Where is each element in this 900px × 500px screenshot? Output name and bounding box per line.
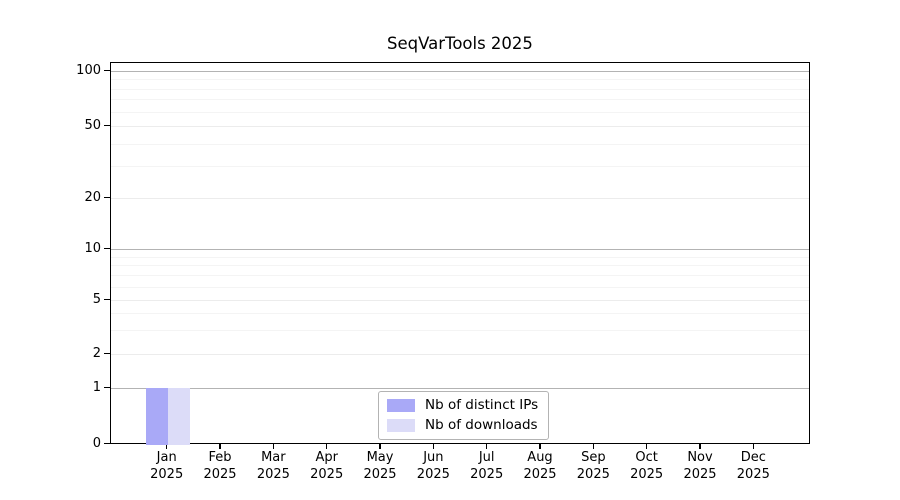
x-tick-mark	[752, 444, 755, 449]
x-tick-mark	[485, 444, 488, 449]
x-tick-year: 2025	[683, 466, 717, 482]
x-tick-label: Mar 2025	[241, 450, 305, 483]
x-tick-mark	[272, 444, 275, 449]
x-tick-month: Jun	[423, 450, 444, 465]
x-tick-mark	[645, 444, 648, 449]
minor-gridline	[111, 330, 809, 332]
y-tick-label: 0	[92, 435, 101, 451]
x-tick-mark	[432, 444, 435, 449]
legend-swatch-distinct-ips	[387, 398, 415, 412]
x-tick-year: 2025	[363, 466, 397, 482]
x-tick-month: Jul	[478, 450, 495, 465]
x-tick-label: Oct 2025	[615, 450, 679, 483]
y-tick-label: 20	[84, 189, 101, 205]
x-tick-mark	[165, 444, 168, 449]
y-tick-label: 10	[84, 240, 101, 256]
major-gridline	[111, 300, 809, 301]
y-tick-mark	[104, 352, 110, 354]
minor-gridline	[111, 143, 809, 145]
major-gridline	[111, 249, 809, 250]
x-tick-year: 2025	[150, 466, 184, 482]
x-tick-mark	[325, 444, 328, 449]
major-gridline	[111, 71, 809, 72]
y-tick-label: 1	[92, 379, 101, 395]
x-tick-year: 2025	[736, 466, 770, 482]
y-tick-label: 50	[84, 117, 101, 133]
y-tick-mark	[104, 442, 110, 444]
x-tick-month: Feb	[208, 450, 232, 465]
major-gridline	[111, 198, 809, 199]
chart-title: SeqVarTools 2025	[387, 34, 533, 53]
legend-label: Nb of distinct IPs	[425, 397, 539, 413]
x-tick-month: Mar	[261, 450, 286, 465]
minor-gridline	[111, 313, 809, 315]
legend-swatch-downloads	[387, 418, 415, 432]
minor-gridline	[111, 286, 809, 288]
x-tick-label: Apr 2025	[295, 450, 359, 483]
x-tick-mark	[699, 444, 701, 449]
x-tick-mark	[379, 444, 381, 449]
x-tick-label: Jun 2025	[401, 450, 465, 483]
y-tick-mark	[104, 247, 110, 249]
bar-downloads	[167, 388, 190, 445]
x-tick-year: 2025	[470, 466, 504, 482]
x-tick-label: Sep 2025	[561, 450, 625, 483]
y-tick-mark	[104, 196, 110, 198]
minor-gridline	[111, 265, 809, 267]
x-tick-mark	[592, 444, 595, 449]
x-tick-month: Nov	[687, 450, 713, 465]
legend-item: Nb of distinct IPs	[387, 397, 538, 413]
major-gridline	[111, 126, 809, 127]
minor-gridline	[111, 99, 809, 101]
legend-label: Nb of downloads	[425, 417, 538, 433]
x-tick-year: 2025	[203, 466, 237, 482]
minor-gridline	[111, 79, 809, 81]
y-tick-mark	[104, 124, 110, 126]
x-tick-label: Jan 2025	[135, 450, 199, 483]
x-tick-label: Nov 2025	[668, 450, 732, 483]
y-tick-label: 5	[92, 291, 101, 307]
minor-gridline	[111, 274, 809, 276]
x-tick-year: 2025	[256, 466, 290, 482]
minor-gridline	[111, 166, 809, 167]
x-tick-month: Sep	[581, 450, 606, 465]
x-tick-label: Dec 2025	[721, 450, 785, 483]
legend: Nb of distinct IPs Nb of downloads	[378, 391, 550, 440]
minor-gridline	[111, 256, 809, 258]
x-tick-mark	[219, 444, 221, 449]
y-tick-label: 2	[92, 345, 101, 361]
x-tick-year: 2025	[576, 466, 610, 482]
y-tick-mark	[104, 386, 110, 388]
x-tick-label: May 2025	[348, 450, 412, 483]
legend-item: Nb of downloads	[387, 417, 538, 433]
y-tick-label: 100	[76, 62, 101, 78]
minor-gridline	[111, 88, 809, 90]
x-tick-year: 2025	[630, 466, 664, 482]
x-tick-month: Oct	[635, 450, 658, 465]
x-tick-label: Aug 2025	[508, 450, 572, 483]
x-tick-month: Dec	[740, 450, 766, 465]
x-tick-mark	[539, 444, 541, 449]
major-gridline	[111, 354, 809, 355]
major-gridline	[111, 388, 809, 389]
x-tick-year: 2025	[523, 466, 557, 482]
x-tick-month: Apr	[315, 450, 338, 465]
plot-area	[110, 62, 810, 445]
x-tick-year: 2025	[416, 466, 450, 482]
x-tick-month: Jan	[156, 450, 177, 465]
y-tick-mark	[104, 298, 110, 300]
y-tick-mark	[104, 69, 110, 71]
x-tick-label: Jul 2025	[455, 450, 519, 483]
minor-gridline	[111, 111, 809, 113]
x-tick-month: Aug	[527, 450, 553, 465]
bar-distinct-ips	[145, 388, 168, 445]
x-tick-year: 2025	[310, 466, 344, 482]
x-tick-label: Feb 2025	[188, 450, 252, 483]
x-tick-month: May	[366, 450, 394, 465]
